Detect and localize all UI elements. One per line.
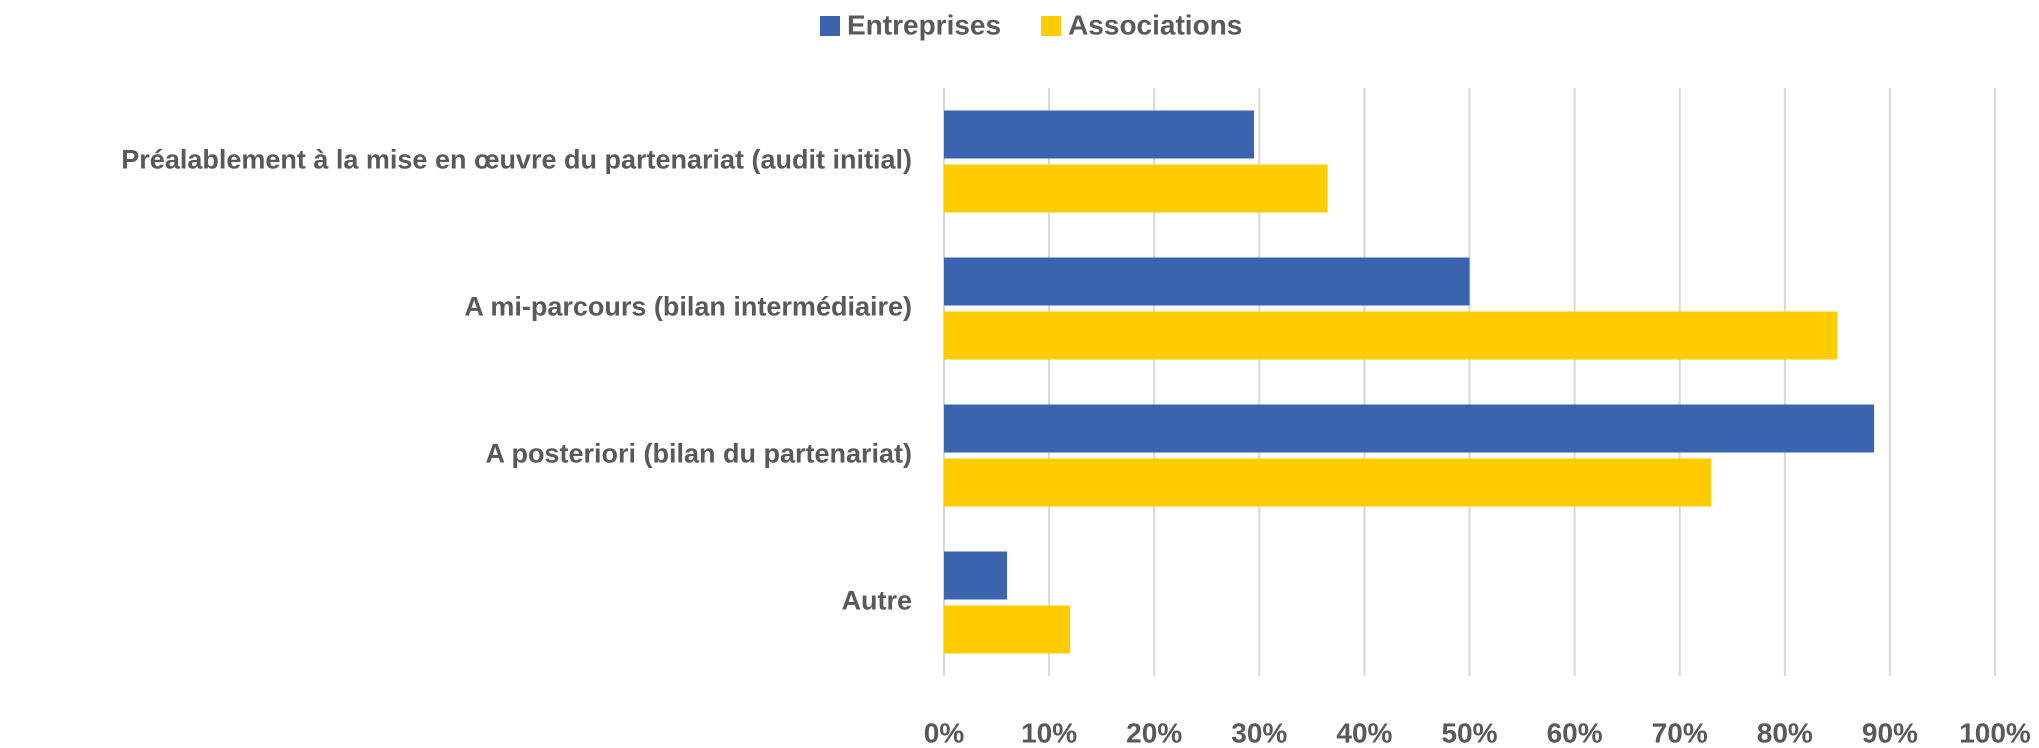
bar (944, 605, 1071, 654)
legend-label: Associations (1068, 9, 1242, 40)
bar (944, 311, 1838, 360)
bar (944, 404, 1875, 453)
y-tick-label: Autre (841, 586, 912, 616)
x-tick-label: 0% (924, 717, 965, 748)
bar (944, 110, 1255, 159)
bar (944, 458, 1712, 507)
x-tick-label: 40% (1336, 717, 1392, 748)
legend-swatch (820, 16, 840, 36)
x-tick-label: 60% (1547, 717, 1603, 748)
x-tick-label: 80% (1757, 717, 1813, 748)
legend-swatch (1041, 16, 1062, 36)
legend-label: Entreprises (847, 9, 1001, 40)
y-tick-label: A mi-parcours (bilan intermédiaire) (464, 292, 912, 322)
bar (944, 257, 1470, 306)
x-tick-label: 100% (1959, 717, 2031, 748)
y-tick-label: Préalablement à la mise en œuvre du part… (121, 145, 912, 175)
x-tick-label: 30% (1231, 717, 1287, 748)
x-tick-label: 50% (1441, 717, 1497, 748)
x-tick-label: 20% (1126, 717, 1182, 748)
bar (944, 164, 1328, 213)
y-tick-label: A posteriori (bilan du partenariat) (485, 439, 912, 469)
x-tick-label: 10% (1021, 717, 1077, 748)
bar (944, 551, 1008, 600)
x-tick-label: 90% (1862, 717, 1918, 748)
x-tick-label: 70% (1652, 717, 1708, 748)
